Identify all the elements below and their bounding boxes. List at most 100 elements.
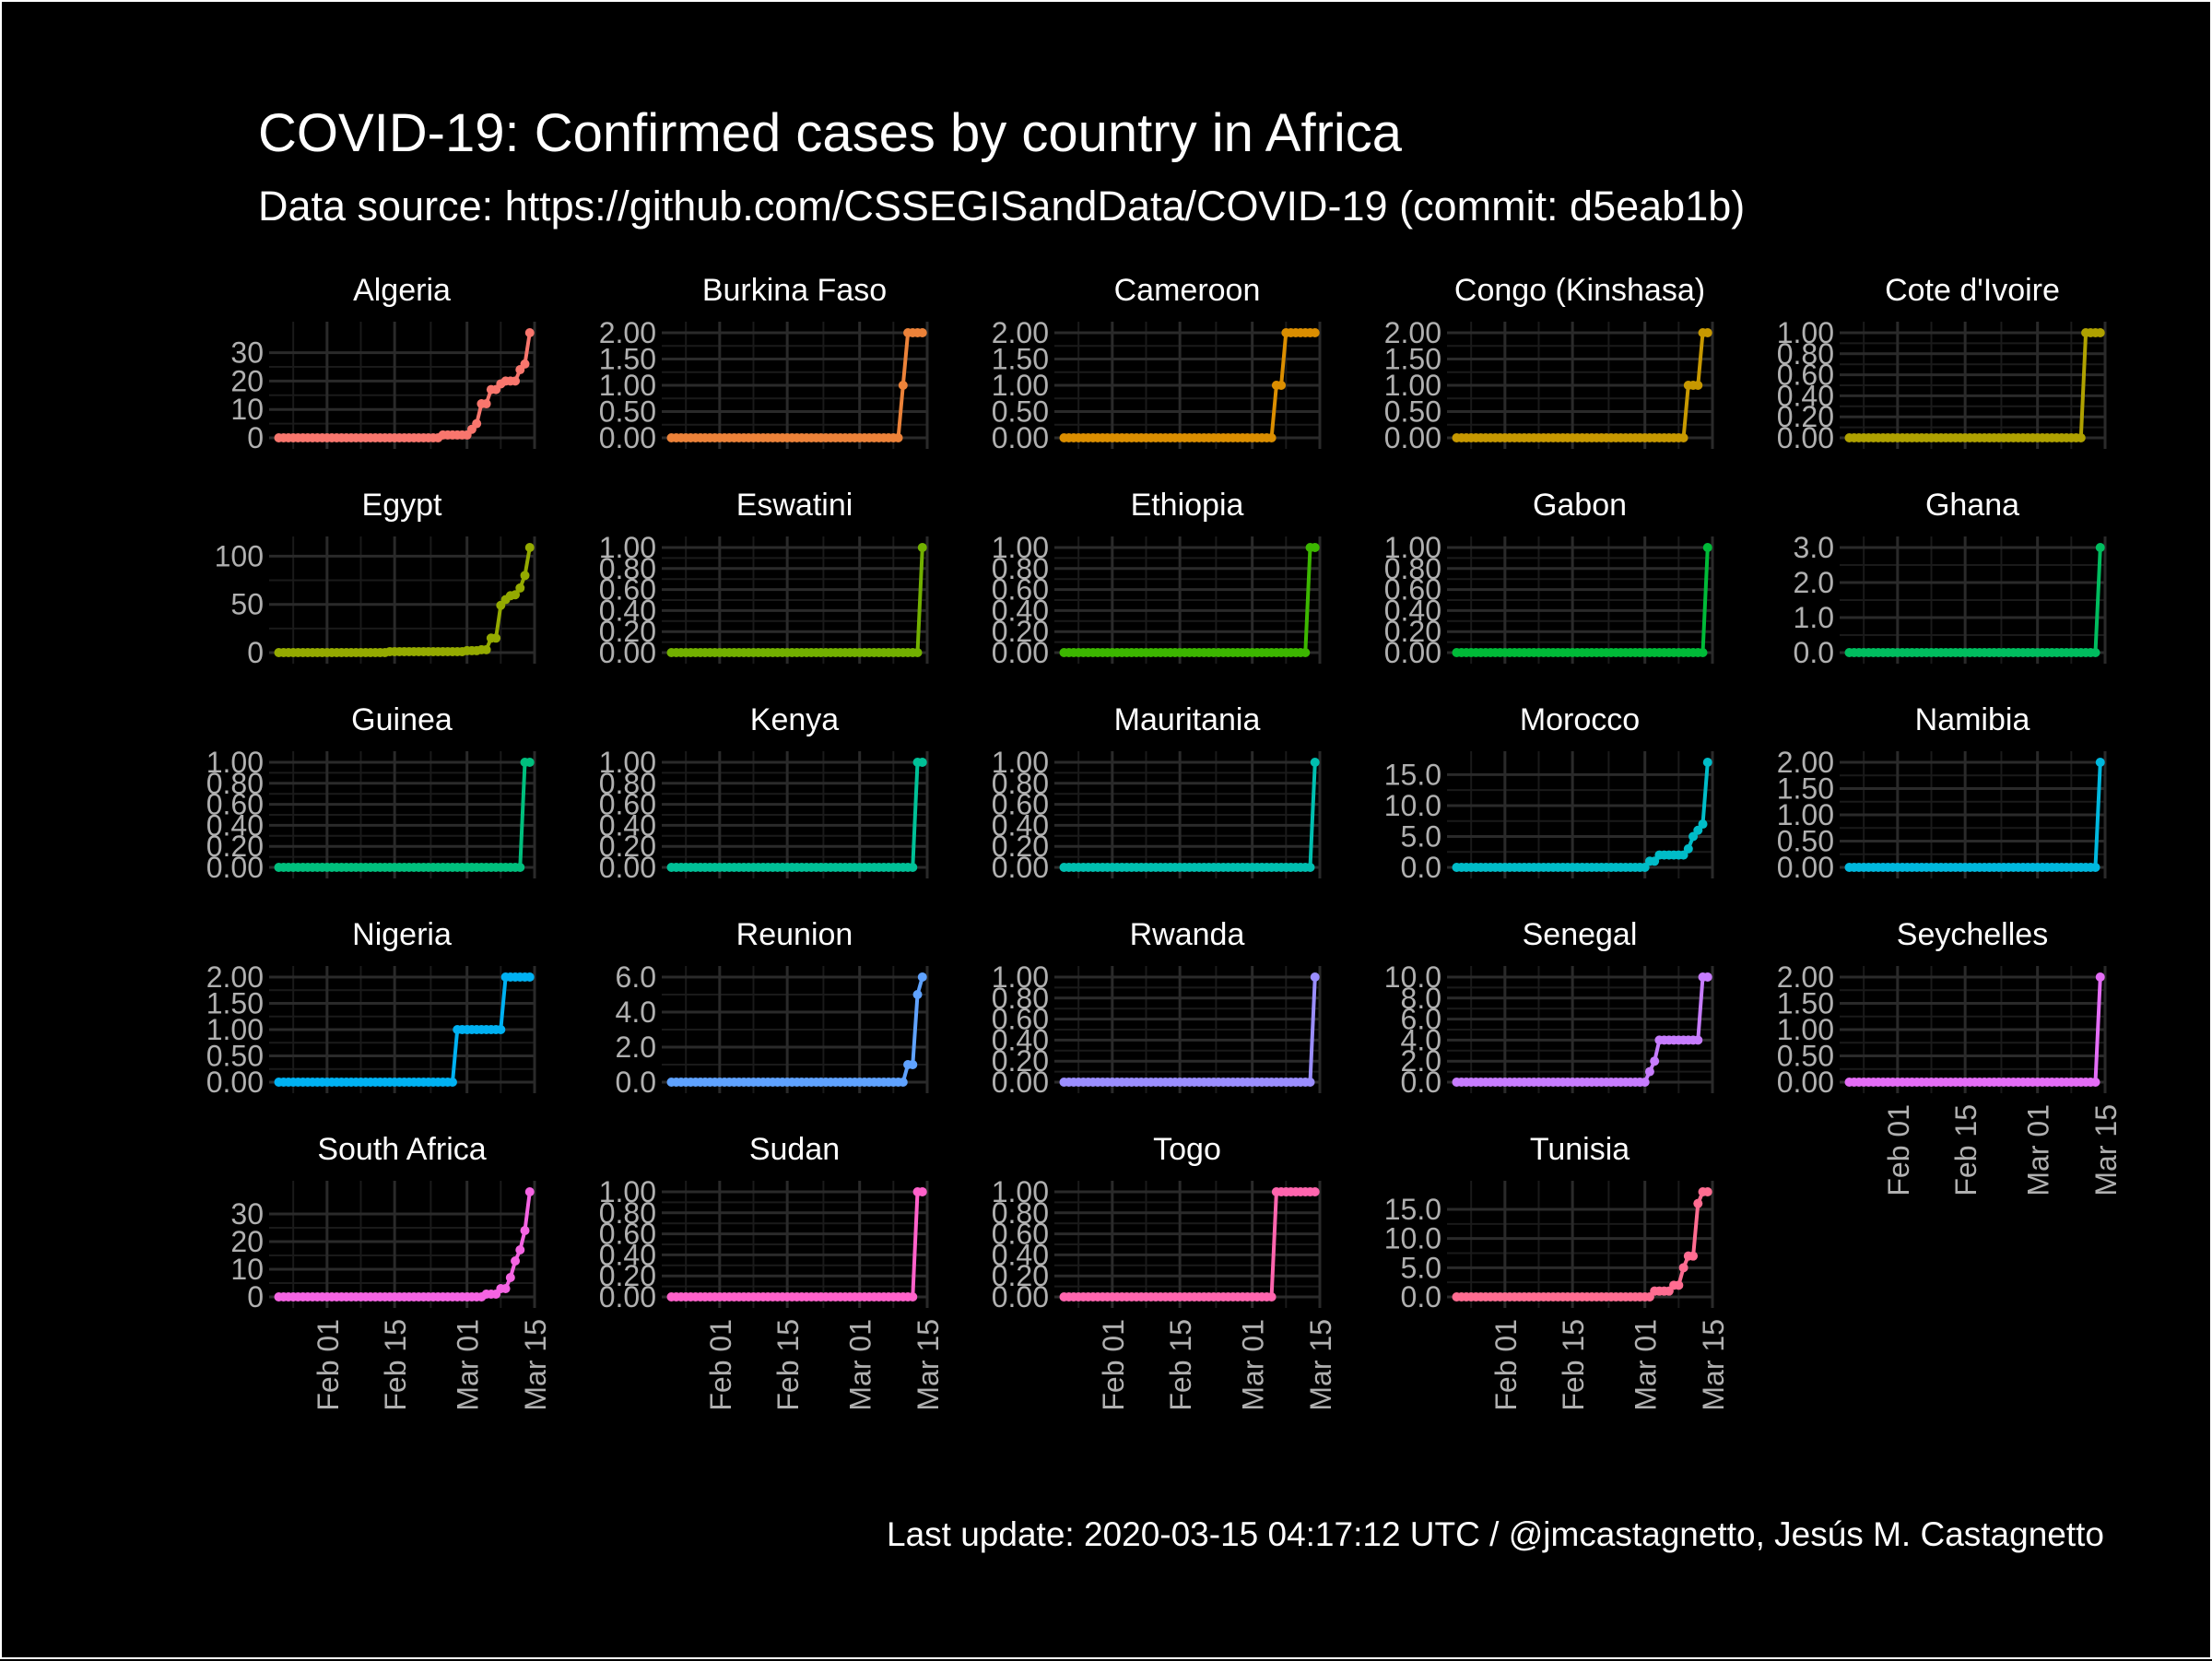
y-tick-label: 0.0: [1401, 1066, 1441, 1099]
x-tick-label: Mar 01: [1237, 1319, 1270, 1411]
panel-label: Gabon: [1533, 488, 1627, 523]
data-point: [505, 1273, 515, 1282]
y-tick-label: 10.0: [1384, 789, 1441, 822]
panel-label: Cote d'Ivoire: [1885, 273, 2060, 308]
panel-label: Mauritania: [1114, 702, 1261, 737]
y-tick-label: 6.0: [1401, 1003, 1441, 1036]
y-tick-label: 0.40: [992, 1238, 1049, 1271]
panel-label: Algeria: [353, 273, 451, 308]
panel-senegal: Senegal 0.02.04.06.08.010.0: [1384, 917, 1714, 1099]
chart-title: COVID-19: Confirmed cases by country in …: [258, 103, 1403, 163]
y-tick-label: 0.50: [599, 395, 656, 429]
data-point: [515, 863, 525, 872]
panel-egypt: Egypt 0 50 100: [215, 488, 536, 669]
panel-sudan: Sudan 0.000.200.400.600.801.00 Feb 01 Feb 1…: [599, 1132, 945, 1411]
y-tick-label: 0.40: [1384, 594, 1441, 627]
data-point: [917, 758, 927, 767]
y-tick-label: 2.00: [992, 316, 1049, 349]
panel-label: Senegal: [1523, 917, 1638, 952]
y-tick-label: 10: [230, 1253, 264, 1286]
y-tick-label: 0.40: [992, 1023, 1049, 1056]
y-tick-label: 1.00: [206, 746, 264, 779]
x-tick-label: Mar 15: [1304, 1319, 1337, 1411]
y-tick-label: 1.00: [1384, 531, 1441, 564]
y-tick-label: 0.00: [1384, 421, 1441, 454]
data-point: [511, 590, 521, 600]
data-point: [524, 328, 535, 337]
x-tick-label: Mar 01: [452, 1319, 485, 1411]
y-tick-label: 0.80: [599, 552, 656, 585]
panel-label: Eswatini: [736, 488, 853, 523]
y-tick-label: 15.0: [1384, 1193, 1441, 1226]
data-point: [511, 376, 521, 386]
y-tick-label: 1.00: [1777, 316, 1834, 349]
y-tick-label: 1.50: [206, 987, 264, 1020]
panel-kenya: Kenya 0.000.200.400.600.801.00: [599, 702, 929, 884]
panel-label: Rwanda: [1130, 917, 1245, 952]
y-tick-label: 0.20: [992, 615, 1049, 648]
x-tick-label: Mar 01: [2022, 1104, 2055, 1196]
series-line: [278, 1191, 532, 1299]
y-tick-label: 1.50: [1777, 772, 1834, 806]
data-point: [1678, 850, 1688, 860]
data-point: [511, 1256, 521, 1266]
y-tick-label: 1.50: [1384, 343, 1441, 376]
data-point: [520, 571, 530, 581]
y-tick-label: 6.0: [616, 960, 656, 994]
y-tick-label: 0.40: [599, 1238, 656, 1271]
y-tick-label: 1.00: [599, 369, 656, 402]
data-point: [481, 644, 491, 654]
y-tick-label: 0: [247, 1280, 264, 1313]
y-tick-label: 0.00: [206, 1066, 264, 1099]
data-point: [2090, 1078, 2100, 1087]
data-point: [1266, 433, 1277, 442]
y-tick-label: 2.00: [1384, 316, 1441, 349]
data-point: [496, 1025, 506, 1034]
x-tick-label: Feb 15: [1557, 1319, 1590, 1411]
y-tick-label: 0.60: [1384, 573, 1441, 607]
panel-eswatini: Eswatini 0.000.200.400.600.801.00: [599, 488, 929, 669]
y-tick-label: 1.00: [599, 1175, 656, 1208]
panel-rwanda: Rwanda 0.000.200.400.600.801.00: [992, 917, 1322, 1099]
chart-subtitle: Data source: https://github.com/CSSEGISa…: [258, 183, 1745, 230]
y-tick-label: 0.80: [206, 767, 264, 800]
y-tick-label: 0.80: [992, 982, 1049, 1015]
data-point: [524, 1187, 535, 1196]
panel-label: South Africa: [317, 1132, 486, 1167]
panel-label: Guinea: [351, 702, 453, 737]
panel-label: Egypt: [362, 488, 442, 523]
data-point: [1640, 863, 1650, 872]
data-point: [1678, 433, 1688, 442]
x-tick-label: Feb 01: [1097, 1319, 1130, 1411]
y-tick-label: 2.00: [599, 316, 656, 349]
panel-guinea: Guinea 0.000.200.400.600.801.00: [206, 702, 536, 884]
series-line: [1456, 1190, 1708, 1299]
data-point: [908, 863, 918, 872]
panel-label: Reunion: [736, 917, 853, 952]
y-tick-label: 0.80: [992, 1196, 1049, 1230]
y-tick-label: 0.20: [599, 615, 656, 648]
x-tick-label: Mar 01: [1630, 1319, 1663, 1411]
data-point: [1698, 819, 1708, 830]
data-point: [2095, 543, 2105, 552]
y-tick-label: 2.00: [1777, 746, 1834, 779]
panel-mauritania: Mauritania 0.000.200.400.600.801.00: [992, 702, 1322, 884]
y-tick-label: 4.0: [616, 995, 656, 1029]
data-point: [1702, 328, 1712, 337]
y-tick-label: 0.00: [1384, 636, 1441, 669]
y-tick-label: 1.00: [992, 369, 1049, 402]
y-tick-label: 1.00: [992, 746, 1049, 779]
panel-label: Nigeria: [352, 917, 452, 952]
panel-congo-kinshasa: Congo (Kinshasa) 0.000.501.001.502.00: [1384, 273, 1714, 454]
panel-label: Ghana: [1925, 488, 2019, 523]
y-tick-label: 0.60: [1777, 359, 1834, 392]
data-point: [500, 1284, 511, 1293]
data-point: [1300, 648, 1311, 657]
data-point: [1702, 758, 1712, 767]
data-point: [1644, 1066, 1654, 1077]
panel-gabon: Gabon 0.000.200.400.600.801.00: [1384, 488, 1714, 669]
data-point: [908, 1292, 918, 1302]
data-point: [912, 648, 923, 657]
